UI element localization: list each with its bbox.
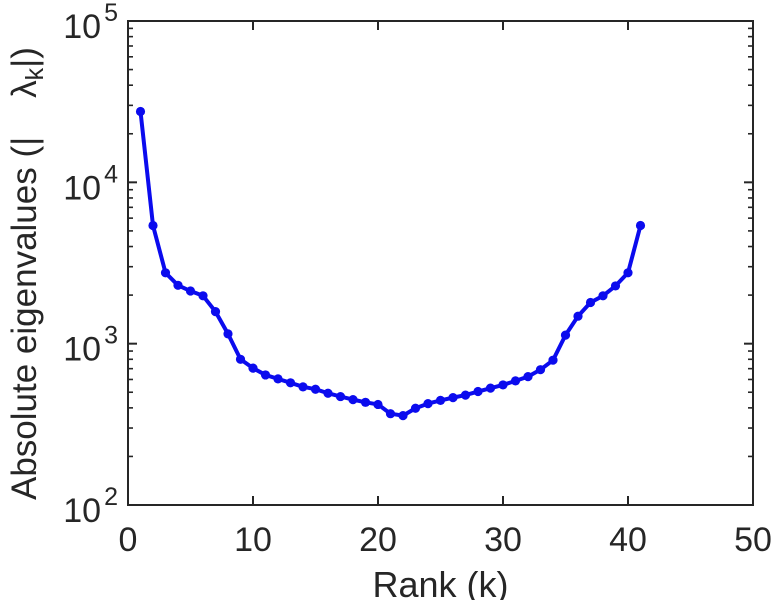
data-point-marker	[398, 411, 408, 421]
data-point-marker	[623, 268, 633, 278]
y-axis-label-suffix: |)	[5, 47, 44, 68]
data-point-marker	[348, 395, 358, 405]
data-point-marker	[610, 281, 621, 291]
data-point-marker	[310, 384, 321, 394]
data-point-marker	[235, 354, 246, 364]
y-tick-label: 10 3	[63, 322, 118, 369]
data-point-marker	[173, 280, 183, 290]
data-point-marker	[423, 399, 433, 409]
data-point-marker	[548, 355, 558, 365]
data-point-marker	[360, 397, 371, 407]
x-tick-label: 0	[119, 521, 138, 559]
data-point-marker	[273, 374, 283, 384]
x-tick-label: 10	[234, 521, 272, 559]
data-point-marker	[323, 388, 333, 398]
data-point-marker	[335, 391, 346, 402]
lambda-subscript: k	[21, 67, 49, 81]
x-tick-label: 20	[359, 521, 397, 559]
axes-frame	[127, 20, 754, 506]
data-point-marker	[485, 383, 496, 393]
data-point-marker	[135, 106, 146, 117]
data-point-marker	[585, 297, 596, 308]
data-point-marker	[460, 390, 471, 400]
data-point-marker	[223, 329, 233, 339]
data-point-marker	[560, 330, 571, 340]
data-point-marker	[248, 363, 258, 373]
data-point-marker	[435, 395, 446, 405]
data-point-marker	[260, 370, 271, 380]
data-point-marker	[373, 399, 383, 410]
lambda-symbol: λ	[5, 80, 44, 98]
data-point-marker	[185, 286, 196, 296]
data-point-marker	[523, 371, 533, 382]
data-point-marker	[473, 386, 483, 397]
data-point-marker	[385, 409, 396, 419]
data-point-marker	[598, 291, 608, 301]
y-axis-label-text: Absolute eigenvalues (|	[5, 97, 44, 500]
x-axis-label: Rank (k)	[372, 564, 509, 600]
data-point-marker	[148, 220, 158, 231]
data-point-marker	[510, 376, 521, 386]
y-tick-label: 10 2	[63, 483, 118, 530]
x-tick-label: 30	[484, 521, 522, 559]
y-axis-label: Absolute eigenvalues (| λk|)	[3, 47, 49, 500]
data-point-marker	[210, 307, 221, 317]
data-point-marker	[635, 220, 646, 231]
data-point-marker	[285, 378, 296, 388]
data-point-marker	[160, 268, 171, 278]
data-point-marker	[573, 311, 583, 321]
y-tick-label: 10 4	[63, 160, 118, 207]
data-point-marker	[410, 403, 421, 413]
y-tick-label: 10 5	[63, 0, 118, 46]
eigenvalue-line	[138, 109, 643, 418]
x-tick-label: 50	[734, 521, 772, 559]
data-point-marker	[448, 393, 458, 403]
data-point-marker	[535, 365, 546, 375]
data-point-marker	[298, 382, 308, 392]
data-point-marker	[198, 291, 208, 301]
data-point-marker	[498, 380, 508, 390]
x-tick-label: 40	[609, 521, 647, 559]
